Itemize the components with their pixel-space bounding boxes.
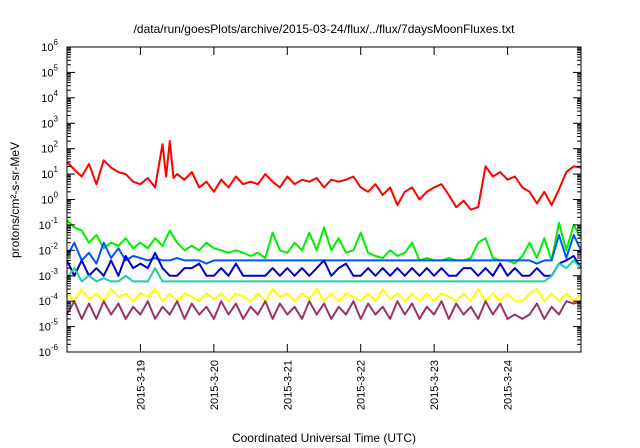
y-tick-label: 104 [41,89,58,105]
y-tick-label: 105 [41,63,58,79]
y-tick-label: 10-6 [39,343,59,359]
x-tick-label: 2015-3-19 [135,360,147,410]
y-tick-label: 10-3 [39,267,59,283]
x-axis: 2015-3-19 2015-3-20 2015-3-21 2015-3-22 2015… [135,47,515,410]
series-line-2 [66,219,582,265]
series-line-5 [66,259,582,283]
y-tick-label: 10-2 [39,241,59,257]
series-layer [66,140,582,320]
x-tick-label: 2015-3-21 [282,360,294,410]
y-tick-label: 10-5 [39,318,59,334]
x-tick-label: 2015-3-24 [503,360,515,410]
x-axis-label: Coordinated Universal Time (UTC) [232,431,416,445]
y-tick-label: 103 [41,114,58,130]
y-tick-label: 106 [41,38,58,54]
series-line-3 [66,234,582,265]
series-line-1 [66,140,582,211]
y-tick-label: 100 [41,191,58,207]
chart-title: /data/run/goesPlots/archive/2015-03-24/f… [134,22,516,36]
x-tick-label: 2015-3-20 [209,360,221,410]
series-line-7 [66,300,582,320]
y-axis: 10-6 10-5 10-4 10-3 10-2 10-1 100 101 102 103 104 1… [39,38,581,359]
series-line-6 [66,288,582,303]
y-tick-label: 10-1 [39,216,59,232]
y-tick-label: 10-4 [39,292,59,308]
series-line-4 [66,251,582,277]
x-tick-label: 2015-3-22 [356,360,368,410]
y-tick-label: 101 [41,165,58,181]
y-tick-label: 102 [41,140,58,156]
y-axis-label: protons/cm²-s-sr-MeV [8,142,22,258]
x-tick-label: 2015-3-23 [429,360,441,410]
